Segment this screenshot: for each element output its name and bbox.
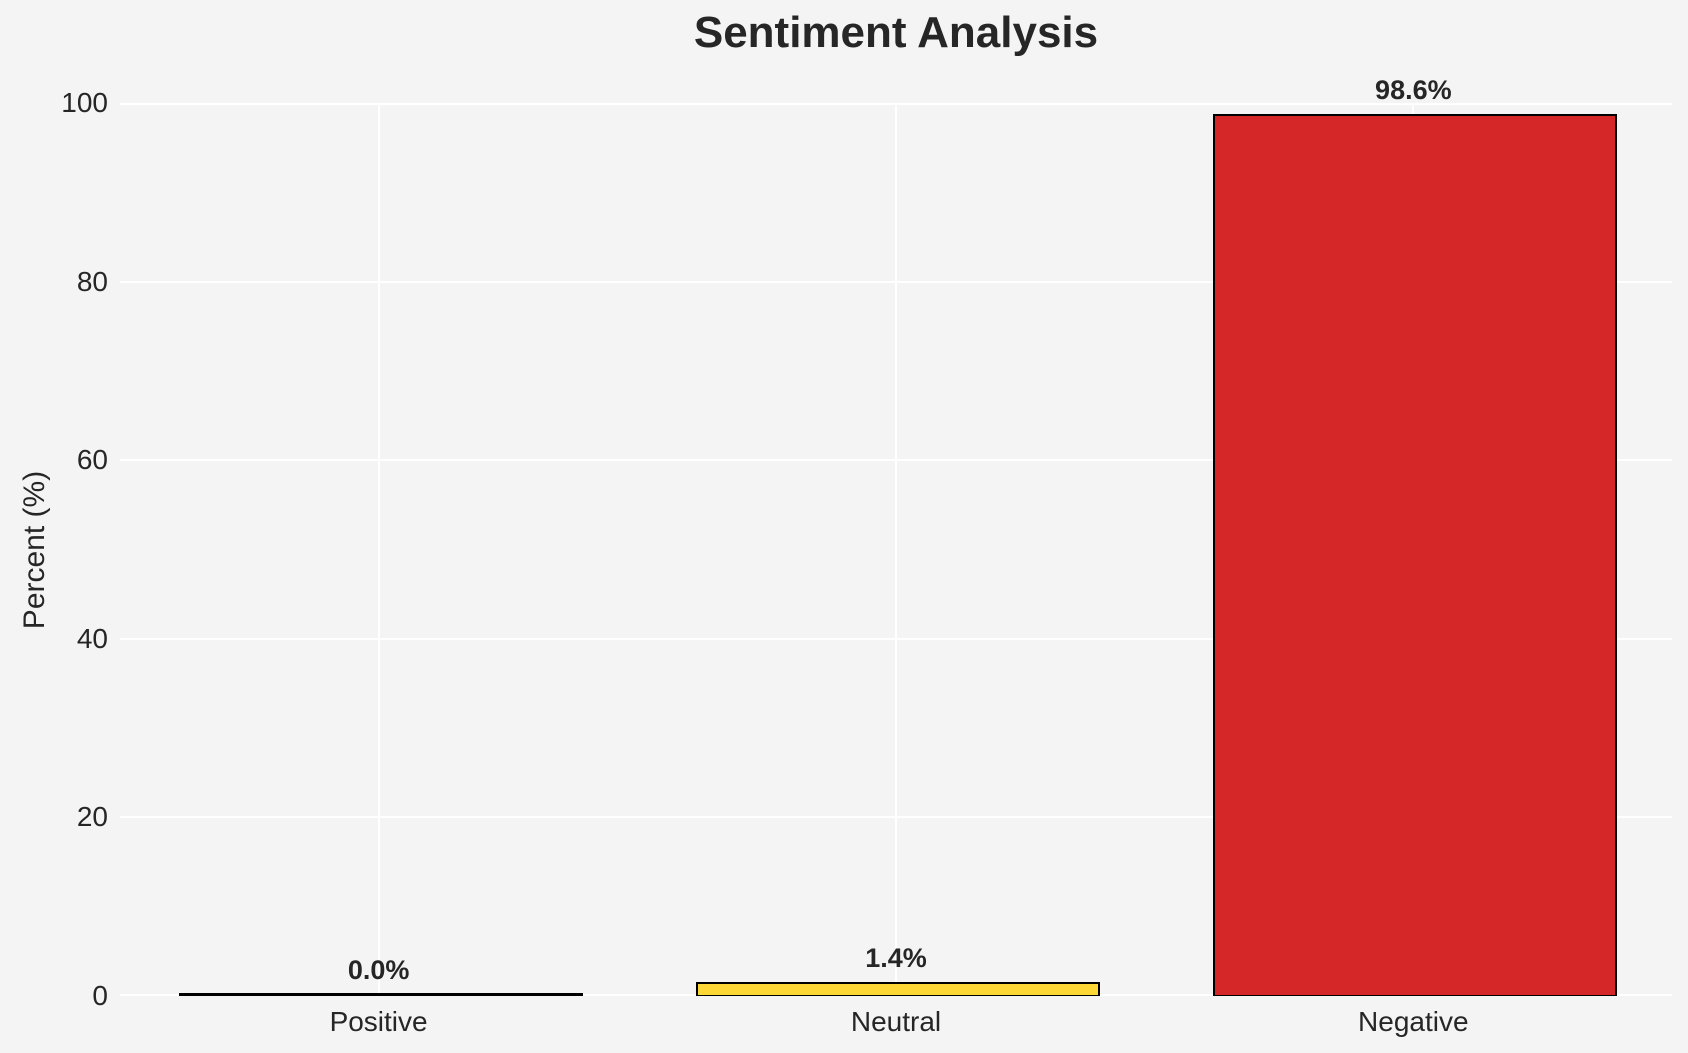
plot-area: 0.0% 1.4% 98.6% [120,75,1672,996]
value-label-neutral: 1.4% [865,942,927,973]
bar-negative [1213,113,1618,996]
bar-slot-neutral: 1.4% [696,103,1100,996]
gridline-vertical [895,103,897,996]
y-tick-label: 100 [61,87,108,118]
y-tick-label: 20 [76,801,108,833]
x-tick-label-neutral: Neutral [850,1006,942,1037]
bar-slot-negative: 98.6% [1213,75,1618,996]
y-tick-label: 60 [76,444,108,476]
y-axis-label-text: Percent (%) [18,470,52,629]
x-tick-label-negative: Negative [1358,1006,1469,1037]
gridline-vertical [377,103,380,996]
bar-slot-positive: 0.0% [178,103,583,996]
bar-neutral [696,981,1100,996]
y-tick-label: 80 [76,265,108,297]
value-label-negative: 98.6% [1375,74,1452,105]
y-tick-label: 40 [76,622,108,654]
chart-title: Sentiment Analysis [693,8,1099,57]
bar-positive [178,993,583,996]
value-label-positive: 0.0% [347,955,410,985]
x-tick-label-positive: Positive [329,1006,428,1037]
y-axis-label: Percent (%) [10,103,60,996]
y-tick-label: 0 [92,980,108,1011]
